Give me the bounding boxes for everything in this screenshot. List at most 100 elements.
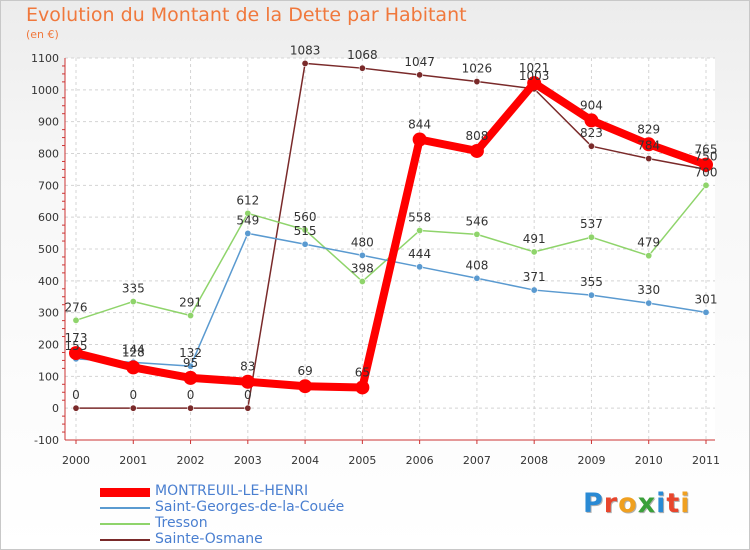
- x-tick-label: 2008: [520, 454, 548, 467]
- y-tick-label: 300: [38, 307, 59, 320]
- data-label: 558: [408, 211, 431, 225]
- data-point: [530, 248, 538, 256]
- grid: [65, 57, 715, 441]
- legend-swatch: [100, 539, 150, 541]
- data-label: 750: [695, 149, 718, 163]
- data-point: [301, 240, 309, 248]
- data-point: [645, 252, 653, 260]
- data-label: 132: [179, 346, 202, 360]
- data-point: [240, 374, 255, 389]
- data-point: [469, 143, 484, 158]
- data-point: [416, 227, 424, 235]
- data-point: [244, 209, 252, 217]
- data-point: [187, 362, 195, 370]
- y-tick-label: 500: [38, 243, 59, 256]
- data-label: 0: [187, 388, 195, 402]
- data-point: [244, 229, 252, 237]
- data-point: [298, 379, 313, 394]
- data-point: [587, 233, 595, 241]
- data-label: 83: [240, 360, 255, 374]
- y-tick-label: -100: [34, 434, 59, 447]
- data-label: 829: [637, 122, 660, 136]
- chart-title: Evolution du Montant de la Dette par Hab…: [26, 4, 467, 26]
- data-point: [530, 286, 538, 294]
- x-tick-label: 2007: [463, 454, 491, 467]
- legend-label: Tresson: [155, 515, 208, 531]
- x-tick-label: 2011: [692, 454, 720, 467]
- data-labels: 0 0 0 0 1083 1068 1047 1026 1003 823 784 750 276 335 2…: [65, 43, 718, 402]
- data-label: 0: [72, 388, 80, 402]
- data-point: [72, 316, 80, 324]
- x-tick-label: 2001: [119, 454, 147, 467]
- data-point: [584, 113, 599, 128]
- data-point: [244, 404, 252, 412]
- data-point: [187, 312, 195, 320]
- data-label: 1047: [404, 55, 435, 69]
- proxiti-logo: Proxiti: [583, 488, 691, 519]
- data-label: 144: [122, 342, 145, 356]
- data-point: [645, 155, 653, 163]
- data-point: [126, 360, 141, 375]
- data-label: 784: [637, 139, 660, 153]
- data-point: [702, 181, 710, 189]
- legend-swatch: [100, 507, 150, 509]
- x-tick-label: 2006: [406, 454, 434, 467]
- data-label: 65: [355, 365, 370, 379]
- chart-unit: (en €): [26, 28, 59, 41]
- data-label: 765: [695, 143, 718, 157]
- data-point: [645, 299, 653, 307]
- legend-label: Sainte-Osmane: [155, 531, 263, 547]
- data-point: [301, 226, 309, 234]
- data-point: [416, 71, 424, 79]
- y-tick-label: 100: [38, 370, 59, 383]
- data-point: [129, 404, 137, 412]
- series-layer: [69, 59, 713, 412]
- data-label: 1021: [519, 61, 550, 75]
- x-tick-label: 2002: [177, 454, 205, 467]
- data-label: 301: [695, 292, 718, 306]
- data-label: 1003: [519, 69, 550, 83]
- legend-label: MONTREUIL-LE-HENRI: [155, 483, 309, 499]
- y-tick-label: 800: [38, 148, 59, 161]
- y-tick-label: 1100: [31, 52, 59, 65]
- data-label: 808: [465, 129, 488, 143]
- data-point: [587, 291, 595, 299]
- data-label: 612: [236, 193, 259, 207]
- series-line-3: [72, 79, 710, 392]
- data-label: 398: [351, 261, 374, 275]
- data-point: [355, 380, 370, 395]
- y-tick-label: 700: [38, 179, 59, 192]
- data-point: [702, 308, 710, 316]
- data-label: 904: [580, 98, 603, 112]
- data-point: [587, 142, 595, 150]
- x-tick-label: 2010: [635, 454, 663, 467]
- data-label: 330: [637, 283, 660, 297]
- data-point: [641, 137, 656, 152]
- x-tick-label: 2005: [348, 454, 376, 467]
- data-label: 408: [465, 258, 488, 272]
- data-point: [699, 157, 713, 172]
- legend-label: Saint-Georges-de-la-Couée: [155, 499, 345, 515]
- data-label: 549: [236, 213, 259, 227]
- data-label: 1026: [462, 62, 493, 76]
- data-label: 1068: [347, 48, 378, 62]
- legend-swatch: [100, 487, 150, 497]
- data-label: 128: [122, 345, 145, 359]
- data-point: [416, 263, 424, 271]
- data-point: [358, 251, 366, 259]
- data-label: 291: [179, 296, 202, 310]
- legend-swatch: [100, 523, 150, 525]
- data-label: 515: [294, 224, 317, 238]
- y-tick-label: 0: [52, 402, 59, 415]
- data-label: 546: [465, 214, 488, 228]
- data-point: [473, 230, 481, 238]
- data-point: [527, 76, 542, 91]
- data-label: 700: [695, 165, 718, 179]
- x-tick-label: 2004: [291, 454, 319, 467]
- data-label: 155: [65, 339, 88, 353]
- data-point: [412, 132, 427, 147]
- data-label: 480: [351, 235, 374, 249]
- data-point: [187, 404, 195, 412]
- data-label: 335: [122, 282, 145, 296]
